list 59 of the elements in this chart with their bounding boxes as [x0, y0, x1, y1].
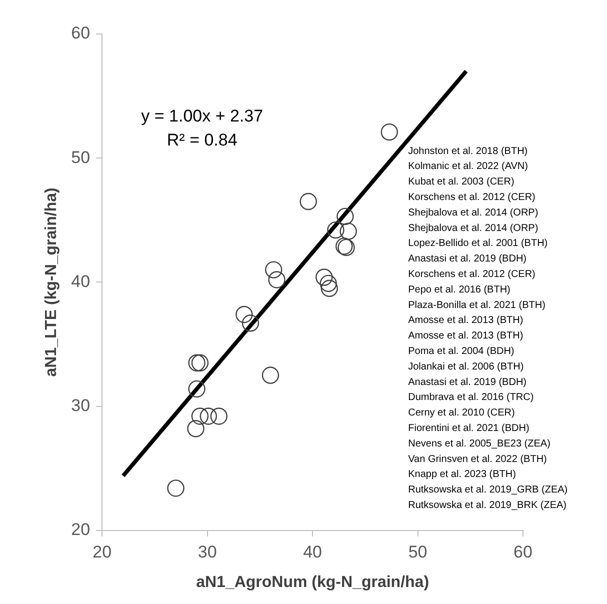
point	[340, 222, 357, 240]
annotation: Poma et al. 2004 (BDH)	[408, 346, 514, 357]
point	[380, 123, 398, 141]
annotation: Korschens et al. 2012 (CER)	[408, 268, 536, 280]
x-axis-title: aN1_AgroNum (kg-N_grain/ha)	[196, 574, 430, 591]
point	[188, 380, 206, 398]
annotation: Fiorentini et al. 2021 (BDH)	[408, 422, 530, 434]
x-tick-label: 20	[92, 542, 112, 562]
point	[191, 408, 209, 425]
annotation: y = 1.00x + 2.37	[141, 106, 264, 126]
point	[210, 408, 228, 425]
annotation: Cerny et al. 2010 (CER)	[408, 408, 515, 419]
y-tick-label: 20	[71, 520, 90, 540]
annotation: Anastasi et al. 2019 (BDH)	[408, 376, 526, 388]
annotation: Shejbalova et al. 2014 (ORP)	[408, 207, 538, 218]
y-tick-label: 50	[71, 148, 90, 167]
point	[316, 268, 333, 286]
y-tick-label: 30	[71, 396, 90, 415]
annotation: Kubat et al. 2003 (CER)	[408, 176, 514, 188]
point	[268, 271, 286, 288]
x-tick-label: 50	[408, 542, 428, 562]
point	[236, 306, 253, 324]
annotation: Shejbalova et al. 2014 (ORP)	[408, 222, 538, 234]
point	[188, 354, 206, 372]
point	[187, 420, 204, 438]
annotation: Anastasi et al. 2019 (BDH)	[408, 254, 526, 265]
point	[191, 354, 209, 372]
y-tick-label: 40	[71, 272, 90, 291]
annotation: Korschens et al. 2012 (CER)	[408, 192, 536, 203]
annotation: R² = 0.84	[166, 130, 238, 150]
annotation: Lopez-Bellido et al. 2001 (BTH)	[408, 238, 548, 250]
point	[320, 274, 337, 292]
annotation: Amosse et al. 2013 (BTH)	[408, 330, 524, 342]
point	[200, 408, 217, 425]
x-tick-label: 30	[198, 542, 217, 562]
annotation: Pepo et al. 2016 (BTH)	[408, 284, 510, 296]
point	[262, 366, 280, 384]
annotation: Knapp et al. 2023 (BTH)	[408, 469, 516, 480]
point	[167, 480, 184, 497]
x-tick-label: 40	[303, 542, 322, 562]
annotation: Jolankai et al. 2006 (BTH)	[408, 361, 524, 372]
annotation: Rutksowska et al. 2019_GRB (ZEA)	[408, 484, 568, 496]
annotation: Amosse et al. 2013 (BTH)	[408, 315, 524, 326]
point	[265, 261, 282, 278]
x-tick-label: 60	[514, 542, 532, 562]
point	[320, 280, 338, 298]
y-tick-label: 60	[71, 24, 90, 43]
y-axis-title: aN1_LTE (kg-N_grain/ha)	[43, 188, 60, 377]
annotation: Dumbrava et al. 2016 (TRC)	[408, 392, 534, 404]
annotation: Van Grinsven et al. 2022 (BTH)	[408, 454, 547, 465]
point	[300, 192, 317, 210]
annotation: Plaza-Bonilla et al. 2021 (BTH)	[408, 300, 546, 311]
annotation: Rutksowska et al. 2019_BRK (ZEA)	[408, 500, 567, 511]
annotation: Johnston et al. 2018 (BTH)	[408, 146, 528, 157]
point	[336, 208, 354, 226]
annotation: Kolmanic et al. 2022 (AVN)	[408, 161, 528, 172]
point	[327, 221, 344, 239]
annotation: Nevens et al. 2005_BE23 (ZEA)	[408, 438, 550, 450]
point	[242, 314, 260, 332]
